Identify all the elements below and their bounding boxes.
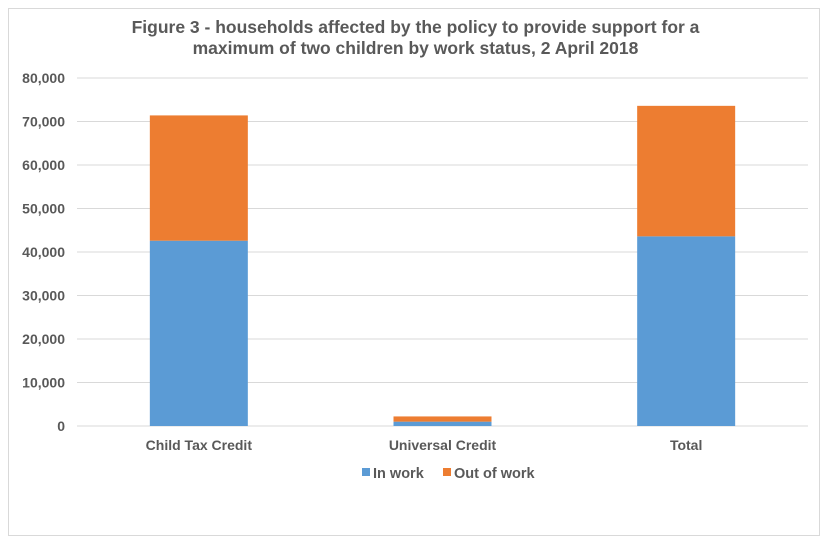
chart-title: Figure 3 - households affected by the po…: [0, 17, 831, 59]
x-tick-label: Universal Credit: [389, 437, 497, 453]
y-tick-label: 70,000: [22, 114, 65, 130]
x-tick-label: Child Tax Credit: [146, 437, 253, 453]
y-tick-label: 0: [57, 418, 65, 434]
bar-in-work-0: [149, 240, 248, 426]
legend-label-out-of-work: Out of work: [454, 466, 535, 482]
y-tick-label: 40,000: [22, 244, 65, 260]
y-axis-tick-labels: 0 10,000 20,000 30,000 40,000 50,000 60,000 70,…: [22, 70, 65, 434]
bar-in-work-2: [637, 236, 736, 426]
x-tick-label: Total: [670, 437, 702, 453]
legend-label-in-work: In work: [373, 466, 425, 482]
bar-out-of-work-2: [637, 105, 736, 237]
y-tick-label: 60,000: [22, 157, 65, 173]
y-tick-label: 10,000: [22, 375, 65, 391]
legend: In work Out of work: [362, 466, 535, 482]
bar-out-of-work-1: [393, 416, 492, 422]
chart-title-line-1: Figure 3 - households affected by the po…: [131, 17, 700, 37]
y-tick-label: 20,000: [22, 331, 65, 347]
y-tick-label: 50,000: [22, 201, 65, 217]
y-tick-label: 80,000: [22, 70, 65, 86]
legend-swatch-in-work: [362, 468, 370, 476]
bars: [149, 105, 736, 426]
bar-in-work-1: [393, 421, 492, 426]
legend-swatch-out-of-work: [443, 468, 451, 476]
bar-out-of-work-0: [149, 115, 248, 241]
x-axis-tick-labels: Child Tax Credit Universal Credit Total: [146, 437, 703, 453]
y-tick-label: 30,000: [22, 288, 65, 304]
chart-title-line-2: maximum of two children by work status, …: [192, 38, 639, 58]
